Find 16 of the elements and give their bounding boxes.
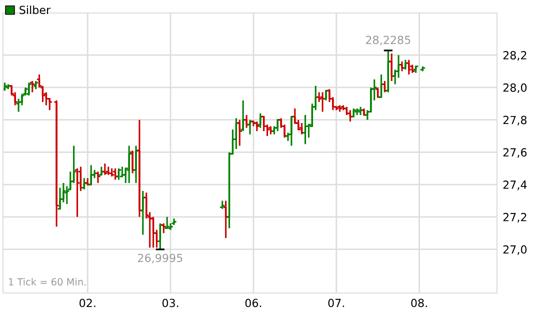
x-tick-label: 08.	[411, 298, 427, 308]
annotation: 1 Tick = 60 Min.	[9, 278, 86, 286]
y-tick-label: 27,6	[503, 148, 527, 158]
y-tick-label: 27,0	[503, 245, 527, 255]
x-tick-label: 07.	[328, 298, 344, 308]
y-tick-label: 27,2	[503, 212, 526, 222]
x-tick-label: 06.	[245, 298, 262, 308]
y-tick-label: 28,2	[503, 51, 526, 61]
y-tick-label: 28,0	[503, 83, 527, 93]
x-tick-label: 02.	[80, 298, 96, 308]
y-tick-label: 27,8	[503, 116, 527, 126]
x-tick-label: 03.	[162, 298, 178, 308]
y-tick-label: 27,4	[503, 180, 527, 190]
annotation: 26,9995	[138, 254, 182, 264]
annotation: 28,2285	[366, 36, 410, 46]
legend-label: Silber	[20, 6, 51, 14]
